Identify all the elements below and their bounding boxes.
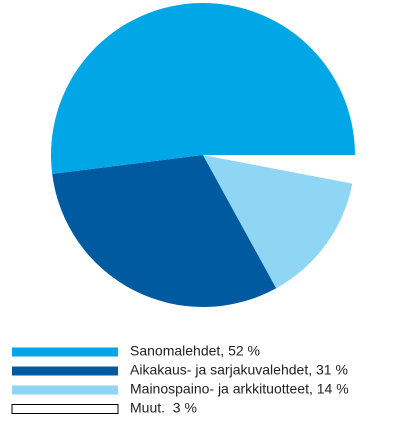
pie-slice bbox=[203, 155, 355, 184]
legend-swatch bbox=[12, 366, 118, 376]
legend-label: Muut. 3 % bbox=[130, 400, 197, 416]
pie-slice bbox=[203, 155, 353, 289]
legend-swatch bbox=[11, 404, 119, 414]
pie-slice bbox=[52, 155, 277, 307]
pie-slice bbox=[51, 2, 356, 175]
legend-label: Mainospaino- ja arkkituotteet, 14 % bbox=[130, 381, 349, 397]
legend-label: Sanomalehdet, 52 % bbox=[130, 343, 260, 359]
legend-swatch bbox=[12, 385, 118, 395]
legend-swatch bbox=[12, 347, 118, 357]
legend-label: Aikakaus- ja sarjakuvalehdet, 31 % bbox=[130, 362, 348, 378]
